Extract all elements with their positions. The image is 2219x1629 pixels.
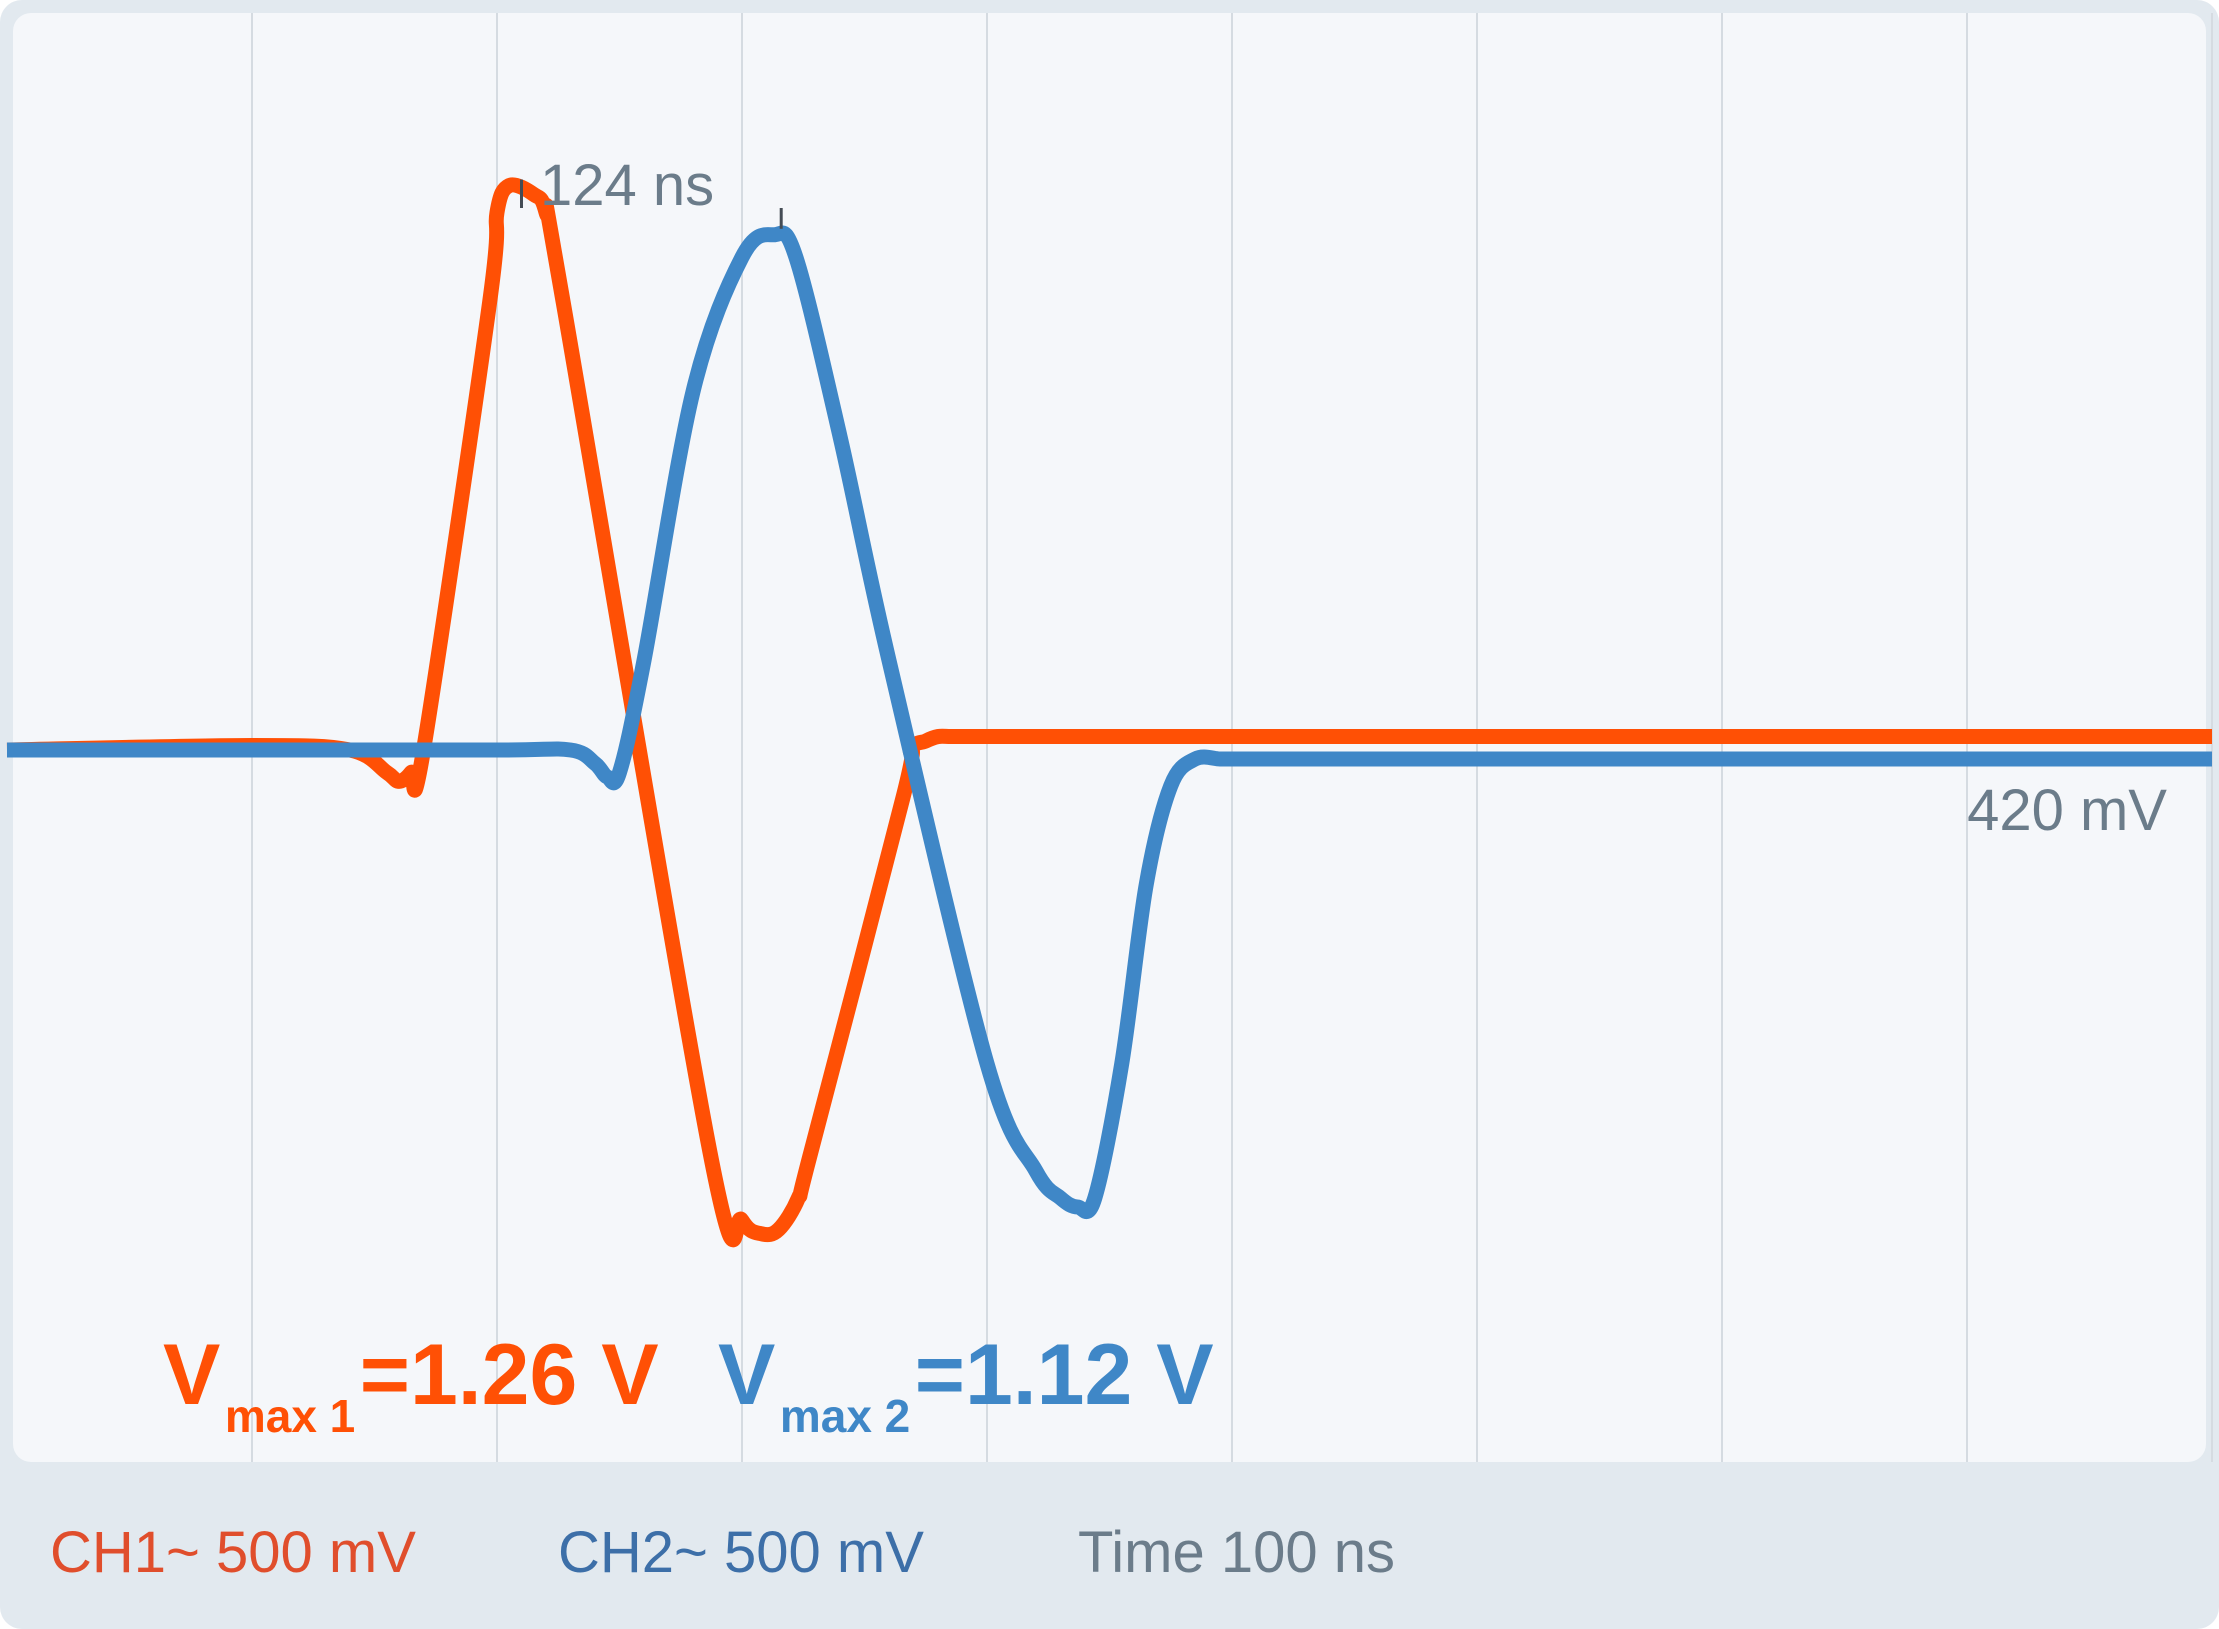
offset-label: 420 mV	[1967, 778, 2167, 843]
ch2-trace	[7, 225, 2212, 1219]
vmax1-subscript: max 1	[225, 1390, 355, 1442]
ch1-trace	[6, 177, 2212, 1248]
delay-label: 124 ns	[540, 153, 714, 218]
vmax2-subscript: max 2	[780, 1390, 910, 1442]
ch2-scale-label: CH2~ 500 mV	[558, 1520, 924, 1585]
vmax1-symbol: V	[163, 1327, 220, 1423]
timebase-label: Time 100 ns	[1078, 1520, 1395, 1585]
vmax2-symbol: V	[718, 1327, 775, 1423]
vmax1-value: =1.26 V	[360, 1327, 659, 1423]
ch1-scale-label: CH1~ 500 mV	[50, 1520, 416, 1585]
traces	[6, 177, 2212, 1248]
vmax1-readout: V max 1 =1.26 V	[163, 1327, 659, 1442]
annotations: 124 ns 420 mV V max 1 =1.26 V V max 2 =1…	[163, 153, 2167, 1442]
vmax2-readout: V max 2 =1.12 V	[718, 1327, 1214, 1442]
delay-markers	[520, 179, 783, 229]
vmax2-value: =1.12 V	[915, 1327, 1214, 1423]
